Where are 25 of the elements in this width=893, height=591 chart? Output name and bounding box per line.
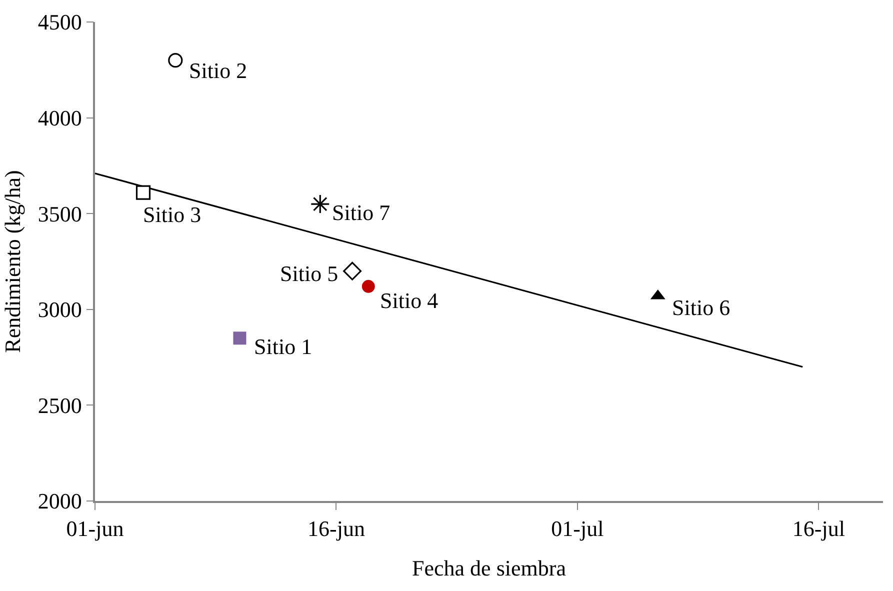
series-label: Sitio 4 xyxy=(380,288,438,313)
point xyxy=(168,53,183,68)
x-axis-title: Fecha de siembra xyxy=(412,556,566,581)
point xyxy=(362,280,375,293)
point xyxy=(310,194,330,214)
y-axis-title: Rendimiento (kg/ha) xyxy=(0,170,25,353)
series-label: Sitio 1 xyxy=(254,334,312,359)
x-tick-label: 16-jun xyxy=(307,516,365,542)
series-label: Sitio 2 xyxy=(189,58,248,83)
y-tick-label: 3500 xyxy=(38,201,82,226)
x-tick-label: 01-jun xyxy=(66,516,124,542)
y-tick-label: 2000 xyxy=(38,488,82,514)
y-tick-label: 3000 xyxy=(38,297,82,322)
point xyxy=(136,185,151,200)
y-tick-label: 4500 xyxy=(38,10,82,35)
series-label: Sitio 7 xyxy=(332,200,390,225)
series-label: Sitio 6 xyxy=(672,295,730,320)
y-tick-label: 2500 xyxy=(38,392,82,418)
point xyxy=(233,332,246,345)
point xyxy=(343,262,362,280)
series-label: Sitio 5 xyxy=(280,261,338,286)
y-tick-label: 4000 xyxy=(38,106,82,130)
series-label: Sitio 3 xyxy=(143,202,202,227)
x-tick-label: 16-jul xyxy=(792,516,845,542)
x-tick-label: 01-jul xyxy=(551,516,604,542)
